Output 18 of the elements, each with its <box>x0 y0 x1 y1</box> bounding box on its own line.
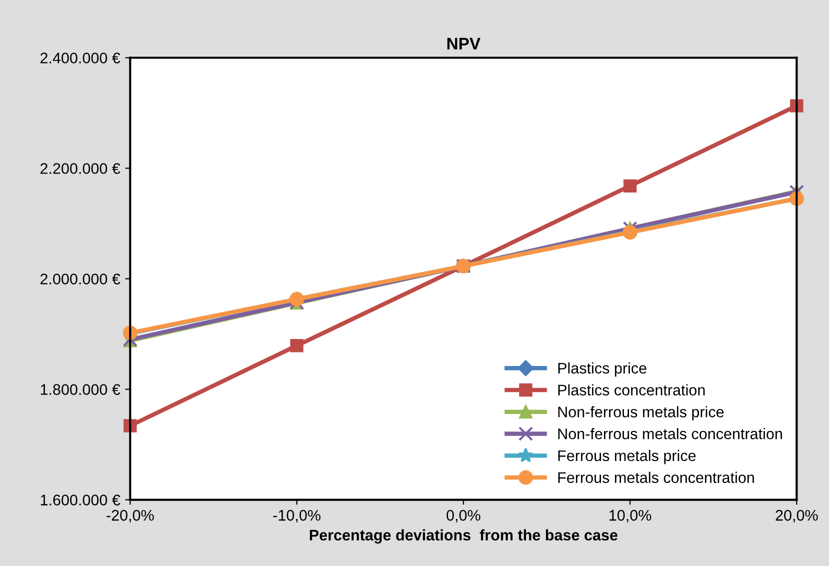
y-tick-label: 1.800.000 € <box>40 384 120 395</box>
x-axis-title: Percentage deviations from the base case <box>310 529 618 544</box>
legend-label: Non-ferrous metals price <box>558 406 724 420</box>
legend-label: Ferrous metals price <box>558 450 696 464</box>
legend-label: Non-ferrous metals concentration <box>558 428 782 440</box>
y-tick-label: 2.000.000 € <box>40 274 120 284</box>
y-tick-label: 1.600.000 € <box>40 494 120 506</box>
y-tick-label: 2.200.000 € <box>40 163 120 174</box>
x-tick-label: 20,0% <box>776 510 818 523</box>
legend-label: Plastics price <box>558 362 646 377</box>
x-tick-label: 10,0% <box>610 510 652 523</box>
x-tick-label: -20,0% <box>106 510 154 523</box>
x-tick-label: 0,0% <box>446 510 480 523</box>
chart-title: NPV <box>447 38 480 50</box>
y-tick-label: 2.400.000 € <box>40 52 120 64</box>
legend-label: Ferrous metals concentration <box>558 472 754 484</box>
legend-label: Plastics concentration <box>558 384 705 396</box>
x-tick-label: -10,0% <box>273 510 320 523</box>
